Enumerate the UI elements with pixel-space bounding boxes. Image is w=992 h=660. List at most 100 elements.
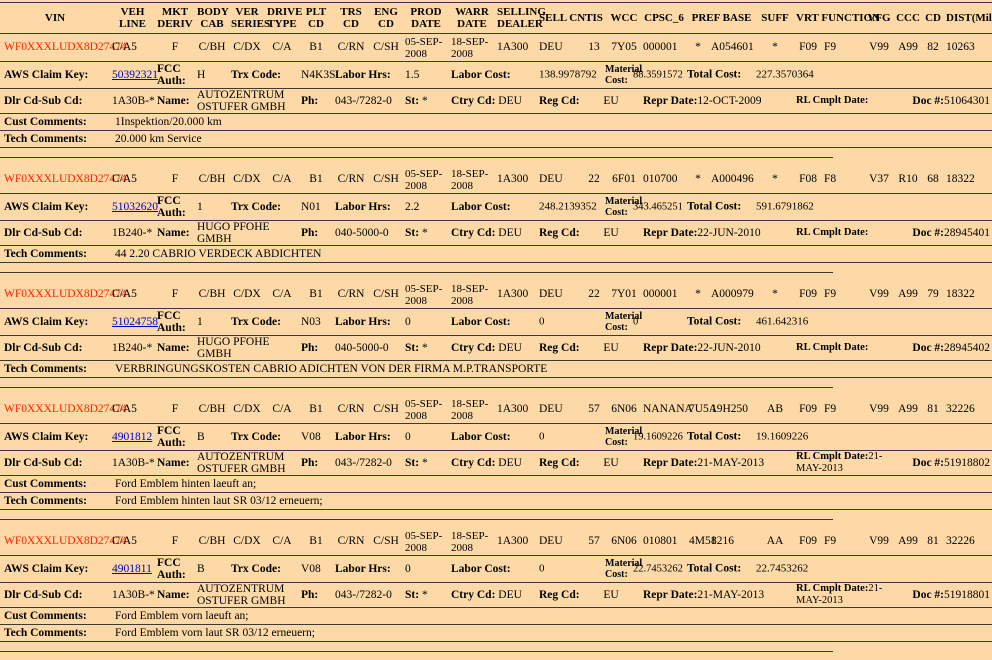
mkt-deriv-value: F xyxy=(155,281,195,309)
labor-cost-value: 0 xyxy=(539,431,545,444)
vrt-value: F09 xyxy=(794,34,822,62)
claim-key-cell: 4901812 xyxy=(110,424,155,451)
sell-cnt-value: DEU xyxy=(537,396,581,424)
dealer-name-label: Name: xyxy=(155,336,195,361)
claim-key-link[interactable]: 50392321 xyxy=(112,69,158,81)
region-value: EU xyxy=(581,583,641,608)
tech-comments-row: Tech Comments: Ford Emblem hinten laut S… xyxy=(0,493,992,510)
sell-cnt-value: DEU xyxy=(537,281,581,309)
mkt-deriv-value: F xyxy=(155,528,195,556)
vin-value: WF0XXXLUDX8D27474 xyxy=(0,528,110,556)
col-header-trs-cd: TRS CD xyxy=(333,3,369,34)
claim-key-cell: 51024758 xyxy=(110,309,155,336)
dist-miles-value: 18322 xyxy=(944,281,992,309)
cpsc6-value: NANANA xyxy=(641,396,687,424)
eng-cd-value: C/SH xyxy=(369,34,403,62)
ccc-value: A99 xyxy=(894,528,922,556)
country-value: DEU xyxy=(498,342,522,354)
region-value: EU xyxy=(581,89,641,114)
record-separator xyxy=(0,263,992,282)
claim-cost-row: AWS Claim Key: 4901812 FCC Auth: B Trx C… xyxy=(0,424,992,451)
phone-label: Ph: xyxy=(299,583,333,608)
plt-cd-value: B1 xyxy=(299,281,333,309)
state-cell: St: * xyxy=(403,221,449,246)
state-value: * xyxy=(422,342,428,354)
col-header-prod-date: PROD DATE xyxy=(403,3,449,34)
aws-claim-key-label: AWS Claim Key: xyxy=(0,424,110,451)
prod-date-value: 05-SEP-2008 xyxy=(403,528,449,556)
record-separator xyxy=(0,642,992,660)
separator-line xyxy=(0,387,833,388)
doc-number-cell: Doc #:51918801 xyxy=(894,583,992,608)
cost-values-cell: 0 Material Cost: 0 Total Cost: 461.64231… xyxy=(537,309,992,336)
vfg-value: V37 xyxy=(864,166,894,194)
eng-cd-value: C/SH xyxy=(369,166,403,194)
tech-comments-label: Tech Comments: xyxy=(0,246,110,263)
suff-value: * xyxy=(756,281,794,309)
plt-cd-value: B1 xyxy=(299,34,333,62)
region-value: EU xyxy=(581,221,641,246)
claim-summary-row: WF0XXXLUDX8D27474 C/A5 F C/BH C/DX C/A B… xyxy=(0,34,992,62)
total-cost-value: 461.642316 xyxy=(756,316,808,329)
pref-value: * xyxy=(687,281,709,309)
function-value: F9 xyxy=(822,528,864,556)
repair-date-cell: Repr Date:21-MAY-2013 xyxy=(641,451,794,476)
claim-key-link[interactable]: 4901812 xyxy=(112,431,152,443)
fcc-auth-value: 1 xyxy=(195,194,229,221)
rl-cmplt-date-label: RL Cmplt Date: xyxy=(796,583,868,594)
region-label: Reg Cd: xyxy=(537,221,581,246)
cust-comments-value: 1Inspektion/20.000 km xyxy=(110,114,992,131)
eng-cd-value: C/SH xyxy=(369,528,403,556)
state-value: * xyxy=(422,457,428,469)
selling-dealer-value: 1A300 xyxy=(495,166,537,194)
claim-key-link[interactable]: 51032620 xyxy=(112,201,158,213)
dist-miles-value: 18322 xyxy=(944,166,992,194)
labor-hrs-value: 2.2 xyxy=(403,194,449,221)
claim-key-link[interactable]: 4901811 xyxy=(112,563,152,575)
eng-cd-value: C/SH xyxy=(369,396,403,424)
phone-label: Ph: xyxy=(299,451,333,476)
pref-value: 7U5A xyxy=(687,396,709,424)
dlr-cd-value: 1A30B-* xyxy=(110,89,155,114)
eng-cd-value: C/SH xyxy=(369,281,403,309)
doc-number-cell: Doc #:28945402 xyxy=(894,336,992,361)
dealer-name-value: AUTOZENTRUM OSTUFER GMBH xyxy=(195,451,299,476)
claim-key-cell: 4901811 xyxy=(110,556,155,583)
trx-code-label: Trx Code: xyxy=(229,62,299,89)
pref-value: 4M51 xyxy=(687,528,709,556)
country-cell: Ctry Cd: DEU xyxy=(449,336,537,361)
ccc-value: A99 xyxy=(894,281,922,309)
sell-cnt-value: DEU xyxy=(537,34,581,62)
dealer-name-value: HUGO PFOHE GMBH xyxy=(195,336,299,361)
tech-comments-value: Ford Emblem hinten laut SR 03/12 erneuer… xyxy=(110,493,992,510)
claim-summary-row: WF0XXXLUDX8D27474 C/A5 F C/BH C/DX C/A B… xyxy=(0,166,992,194)
dist-miles-value: 10263 xyxy=(944,34,992,62)
col-header-ccc: CCC xyxy=(894,3,922,34)
col-header-dist-miles: DIST(Miles) xyxy=(944,3,992,34)
repair-date-label: Repr Date: xyxy=(643,95,697,107)
claim-cost-row: AWS Claim Key: 51032620 FCC Auth: 1 Trx … xyxy=(0,194,992,221)
doc-number-value: 51918802 xyxy=(944,457,990,469)
cost-values-cell: 138.9978792 Material Cost: 88.3591572 To… xyxy=(537,62,992,89)
col-header-suff: SUFF xyxy=(756,3,794,34)
cust-comments-label: Cust Comments: xyxy=(0,114,110,131)
dlr-cd-label: Dlr Cd-Sub Cd: xyxy=(0,451,110,476)
vrt-value: F08 xyxy=(794,166,822,194)
record-separator-cell xyxy=(0,642,992,660)
cust-comments-value: Ford Emblem hinten laeuft an; xyxy=(110,476,992,493)
dist-miles-value: 32226 xyxy=(944,528,992,556)
labor-hrs-label: Labor Hrs: xyxy=(333,194,403,221)
col-header-eng-cd: ENG CD xyxy=(369,3,403,34)
region-label: Reg Cd: xyxy=(537,583,581,608)
col-header-cpsc6: CPSC_6 xyxy=(641,3,687,34)
doc-number-value: 28945401 xyxy=(944,227,990,239)
base-value: A000979 xyxy=(709,281,756,309)
trx-code-value: N03 xyxy=(299,309,333,336)
record-separator-cell xyxy=(0,263,992,282)
dealer-info-row: Dlr Cd-Sub Cd: 1B240-* Name: HUGO PFOHE … xyxy=(0,221,992,246)
suff-value: * xyxy=(756,34,794,62)
claim-summary-row: WF0XXXLUDX8D27474 C/A5 F C/BH C/DX C/A B… xyxy=(0,528,992,556)
claim-key-link[interactable]: 51024758 xyxy=(112,316,158,328)
dealer-name-label: Name: xyxy=(155,89,195,114)
dlr-cd-label: Dlr Cd-Sub Cd: xyxy=(0,89,110,114)
